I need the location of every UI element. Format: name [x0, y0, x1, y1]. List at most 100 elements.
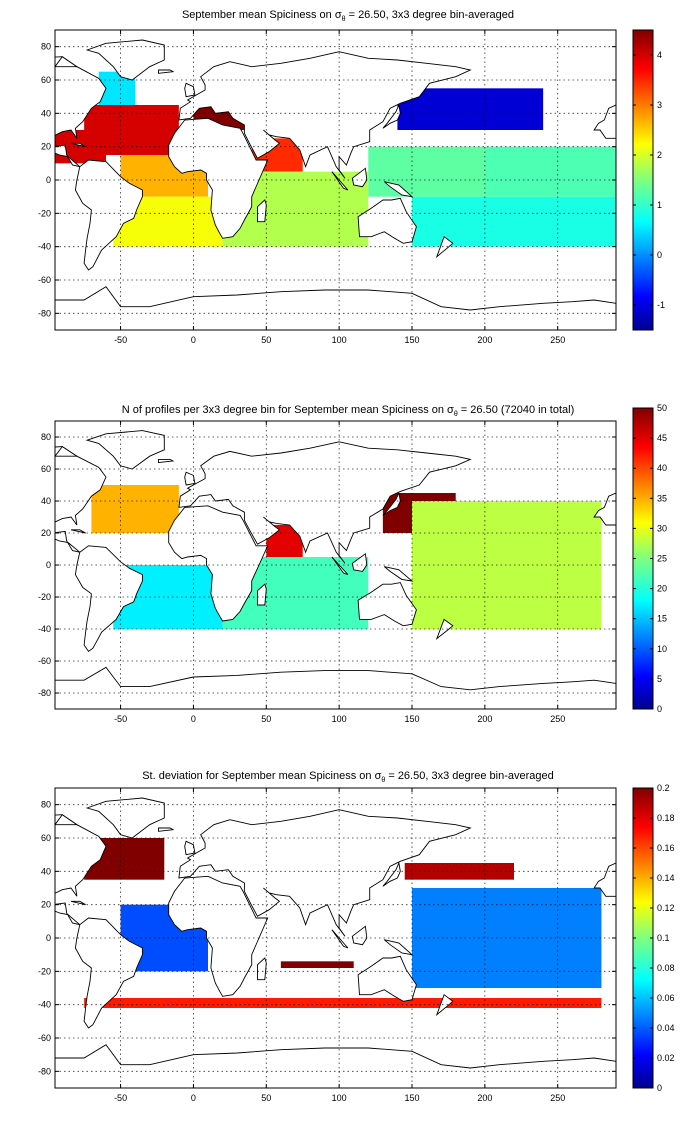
- panel-3-title: St. deviation for September mean Spicine…: [142, 770, 554, 784]
- y-tick-label: -60: [38, 275, 51, 285]
- panel-1-title: September mean Spiciness on σθ = 26.50, …: [182, 9, 514, 23]
- colorbar: [633, 30, 653, 330]
- colorbar-tick-label: 50: [657, 403, 667, 413]
- x-tick-label: 50: [261, 335, 271, 345]
- colorbar-tick-label: 1: [657, 200, 662, 210]
- coastline: [55, 1044, 616, 1069]
- y-tick-label: -80: [38, 688, 51, 698]
- island-coastline: [184, 471, 196, 486]
- coastline: [178, 51, 472, 179]
- y-tick-label: -40: [38, 242, 51, 252]
- region-cell-9: [412, 196, 616, 247]
- colorbar-tick-label: 0.2: [657, 783, 670, 793]
- panel-2-map: [55, 430, 616, 691]
- coastline: [74, 917, 143, 1029]
- region-cell-4: [412, 501, 602, 629]
- coastline: [55, 56, 107, 168]
- coastline: [55, 56, 79, 68]
- x-tick-label: 150: [404, 335, 419, 345]
- y-tick-label: 80: [41, 432, 51, 442]
- region-cell-10: [484, 146, 616, 197]
- region-cell-11: [397, 88, 544, 130]
- coastline: [178, 809, 472, 937]
- coastline: [85, 39, 165, 81]
- island-coastline: [435, 235, 454, 259]
- island-coastline: [331, 556, 349, 576]
- colorbar-tick-label: 0.04: [657, 1023, 675, 1033]
- island-coastline: [382, 861, 401, 887]
- island-coastline: [331, 929, 349, 949]
- region-cell-8: [368, 146, 485, 197]
- x-tick-label: 0: [191, 1093, 196, 1103]
- y-tick-label: 0: [46, 933, 51, 943]
- island-coastline: [435, 993, 454, 1017]
- x-tick-label: 50: [261, 1093, 271, 1103]
- y-tick-label: 0: [46, 175, 51, 185]
- coastline: [593, 492, 616, 526]
- colorbar-tick-label: 0.14: [657, 873, 675, 883]
- island-coastline: [384, 566, 414, 582]
- coastline: [55, 814, 107, 926]
- colorbar-tick-label: 4: [657, 50, 662, 60]
- colorbar-tick-label: 35: [657, 493, 667, 503]
- y-tick-label: 20: [41, 528, 51, 538]
- island-coastline: [351, 925, 368, 946]
- island-coastline: [331, 171, 349, 191]
- coastline: [178, 441, 472, 564]
- colorbar-tick-label: 0.1: [657, 933, 670, 943]
- colorbar-tick-label: 3: [657, 100, 662, 110]
- x-tick-label: 150: [404, 714, 419, 724]
- colorbar-tick-label: 0: [657, 250, 662, 260]
- y-tick-label: -60: [38, 1033, 51, 1043]
- island-coastline: [257, 199, 267, 223]
- colorbar: [633, 408, 653, 709]
- y-tick-label: 60: [41, 464, 51, 474]
- panel-1-map: [55, 39, 616, 311]
- colorbar-tick-label: 25: [657, 554, 667, 564]
- colorbar-tick-label: 0.12: [657, 903, 675, 913]
- y-tick-label: -40: [38, 1000, 51, 1010]
- colorbar-tick-label: 10: [657, 644, 667, 654]
- x-tick-label: 150: [404, 1093, 419, 1103]
- region-cell-5: [412, 888, 602, 988]
- coastline: [74, 159, 143, 271]
- x-tick-label: 100: [332, 335, 347, 345]
- island-coastline: [382, 491, 401, 516]
- colorbar-tick-label: 15: [657, 614, 667, 624]
- y-tick-label: 0: [46, 560, 51, 570]
- y-tick-label: 40: [41, 866, 51, 876]
- x-tick-label: -50: [114, 1093, 127, 1103]
- colorbar-tick-label: 40: [657, 463, 667, 473]
- y-tick-label: -40: [38, 624, 51, 634]
- colorbar-tick-label: 5: [657, 674, 662, 684]
- y-tick-label: 60: [41, 833, 51, 843]
- coastline: [85, 430, 165, 470]
- region-cell-2: [404, 863, 514, 880]
- island-coastline: [384, 939, 414, 956]
- island-coastline: [158, 458, 175, 464]
- colorbar-tick-label: -1: [657, 300, 665, 310]
- island-coastline: [70, 529, 86, 534]
- x-tick-label: 200: [477, 714, 492, 724]
- island-coastline: [351, 552, 368, 572]
- x-tick-label: -50: [114, 335, 127, 345]
- x-tick-label: 100: [332, 714, 347, 724]
- x-tick-label: 200: [477, 335, 492, 345]
- island-coastline: [382, 103, 401, 129]
- region-cell-4: [280, 961, 354, 968]
- coastline: [55, 666, 616, 691]
- y-tick-label: -80: [38, 1066, 51, 1076]
- panel-3-map: [55, 797, 616, 1069]
- x-tick-label: -50: [114, 714, 127, 724]
- y-tick-label: -80: [38, 308, 51, 318]
- island-coastline: [70, 900, 86, 906]
- colorbar-tick-label: 0.08: [657, 963, 675, 973]
- x-tick-label: 0: [191, 335, 196, 345]
- island-coastline: [435, 618, 454, 640]
- region-cell-3: [84, 998, 602, 1008]
- y-tick-label: 20: [41, 142, 51, 152]
- coastline: [357, 955, 417, 1002]
- y-tick-label: 20: [41, 900, 51, 910]
- x-tick-label: 250: [550, 1093, 565, 1103]
- colorbar-tick-label: 0: [657, 1083, 662, 1093]
